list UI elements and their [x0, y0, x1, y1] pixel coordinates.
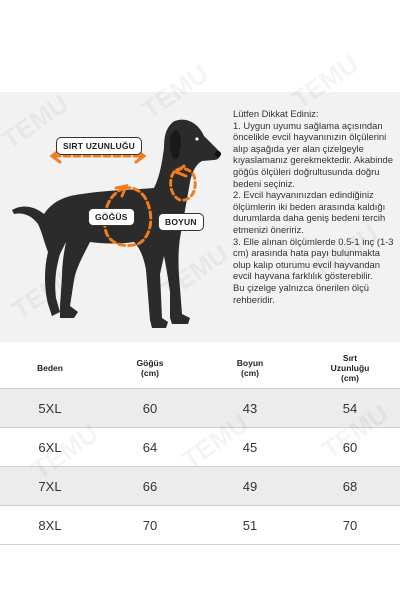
cell-size: 8XL — [0, 505, 100, 545]
dog-nose — [215, 151, 221, 157]
cell-size: 6XL — [0, 427, 100, 467]
diagram-panel: SIRT UZUNLUĞU GÖĞÜS BOYUN Lütfen Dikkat … — [0, 92, 400, 342]
cell-chest: 66 — [100, 466, 200, 506]
cell-neck: 43 — [200, 388, 300, 428]
cell-size: 5XL — [0, 388, 100, 428]
cell-neck: 49 — [200, 466, 300, 506]
notes-item-4: Bu çizelge yalnızca önerilen ölçü rehber… — [233, 281, 370, 305]
cell-back-length: 68 — [300, 466, 400, 506]
table-row: 6XL 64 45 60 — [0, 427, 400, 467]
notes-item-3: 3. Elle alınan ölçümlerde 0.5-1 inç (1-3… — [233, 235, 394, 282]
neck-label: BOYUN — [158, 213, 204, 231]
cell-back-length: 60 — [300, 427, 400, 467]
header-back-length: Sırt Uzunluğu (cm) — [330, 353, 370, 383]
header-neck: Boyun (cm) — [236, 358, 264, 378]
header-size: Beden — [37, 363, 63, 373]
neck-measurement-loop — [169, 164, 197, 202]
notes-item-2: 2. Evcil hayvanınızdan edindiğiniz ölçüm… — [233, 189, 386, 235]
table-row: 7XL 66 49 68 — [0, 466, 400, 506]
chest-label: GÖĞÜS — [88, 208, 135, 226]
table-row: 5XL 60 43 54 — [0, 388, 400, 428]
size-chart-table: Beden Göğüs (cm) Boyun (cm) Sırt Uzunluğ… — [0, 348, 400, 545]
cell-neck: 45 — [200, 427, 300, 467]
header-chest: Göğüs (cm) — [136, 358, 164, 378]
table-row: 8XL 70 51 70 — [0, 505, 400, 545]
cell-neck: 51 — [200, 505, 300, 545]
cell-back-length: 70 — [300, 505, 400, 545]
notes-panel: Lütfen Dikkat Ediniz: 1. Uygun uyumu sağ… — [233, 108, 395, 305]
cell-chest: 64 — [100, 427, 200, 467]
dog-ear — [169, 130, 182, 159]
back-length-label: SIRT UZUNLUĞU — [56, 137, 143, 155]
notes-title: Lütfen Dikkat Ediniz: — [233, 108, 319, 119]
table-header-row: Beden Göğüs (cm) Boyun (cm) Sırt Uzunluğ… — [0, 348, 400, 389]
cell-chest: 70 — [100, 505, 200, 545]
cell-size: 7XL — [0, 466, 100, 506]
cell-back-length: 54 — [300, 388, 400, 428]
dog-eye — [195, 137, 199, 141]
notes-item-1: 1. Uygun uyumu sağlama açısından öncelik… — [233, 119, 393, 189]
cell-chest: 60 — [100, 388, 200, 428]
